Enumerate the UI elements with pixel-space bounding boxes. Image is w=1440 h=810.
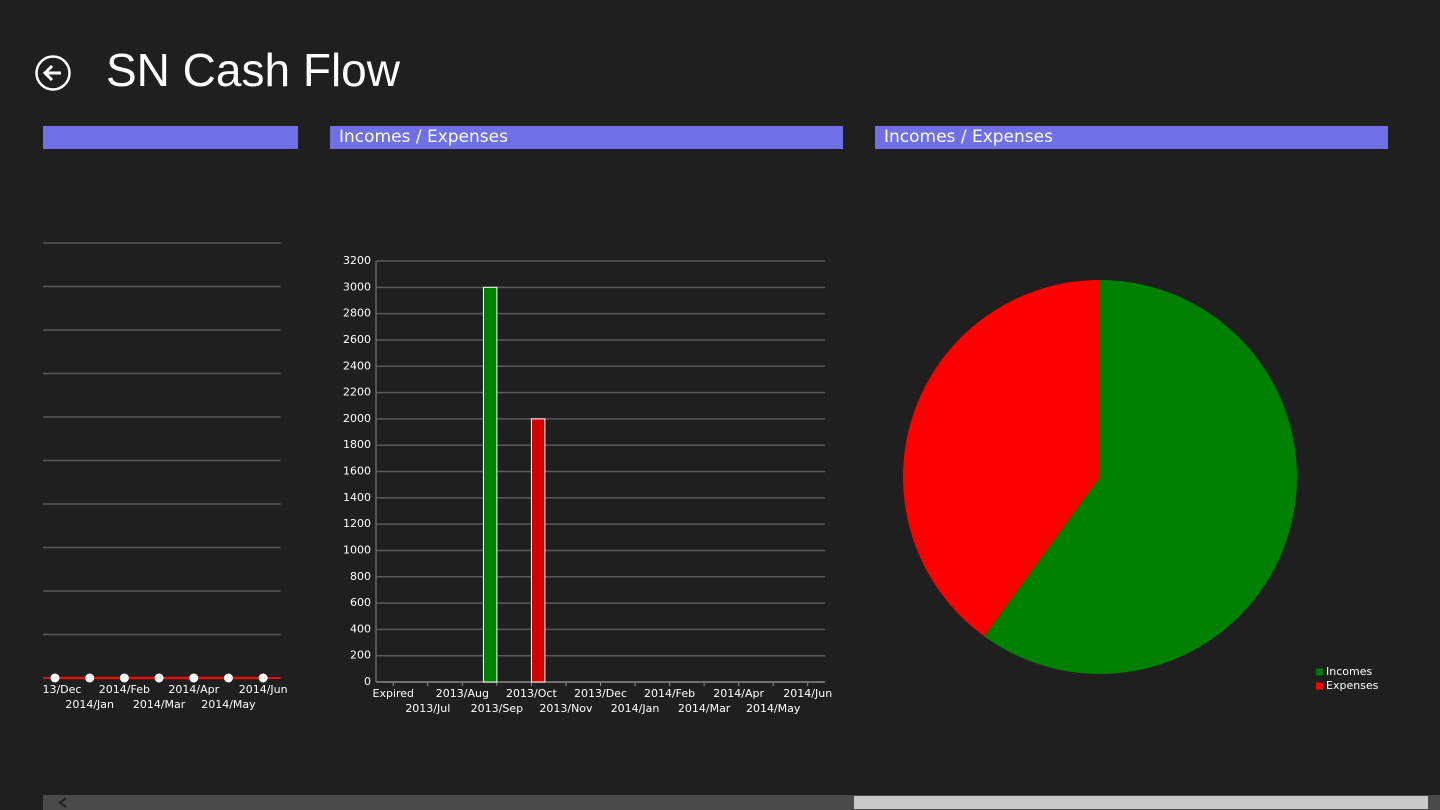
y-tick-label: 3000: [343, 280, 371, 293]
y-tick-label: 1400: [343, 491, 371, 504]
y-tick-label: 0.4: [15, 497, 33, 510]
point: [85, 673, 95, 683]
scrollbar[interactable]: [43, 795, 1440, 810]
x-tick-label: 2014/Feb: [99, 683, 150, 696]
page-title: SN Cash Flow: [106, 44, 401, 96]
panel-header: [875, 126, 1388, 149]
x-tick-label: 2014/May: [746, 702, 801, 715]
y-tick-label: 2600: [343, 333, 371, 346]
y-tick-label: 0.2: [15, 584, 33, 597]
pie-slice: [984, 280, 1297, 674]
y-tick-label: 0.9: [15, 280, 33, 293]
bar: [482, 286, 498, 683]
panel-header: [43, 126, 298, 149]
legend-label: Incomes: [1326, 665, 1372, 678]
y-tick-label: 0.1: [15, 628, 33, 641]
x-tick-label: 2013/Nov: [539, 702, 593, 715]
x-tick-label: 2014/Mar: [133, 698, 186, 711]
x-tick-label: 2014/Feb: [644, 687, 695, 700]
y-tick-label: 1200: [343, 517, 371, 530]
point: [154, 673, 164, 683]
point: [223, 673, 233, 683]
x-tick-label: 2014/May: [201, 698, 256, 711]
point: [50, 673, 60, 683]
x-tick-label: 2014/Apr: [168, 683, 219, 696]
y-tick-label: 0.3: [15, 541, 33, 554]
back-button[interactable]: [35, 55, 71, 91]
x-tick-label: 2014/Jun: [783, 687, 832, 700]
y-tick-label: 1: [26, 236, 33, 249]
chart-title: Incomes / Expenses: [339, 127, 508, 147]
y-tick-label: 0.6: [15, 410, 33, 423]
y-tick-label: 0: [26, 671, 33, 684]
x-tick-label: 2013/Dec: [574, 687, 627, 700]
y-tick-label: 2000: [343, 412, 371, 425]
x-tick-label: 2014/Apr: [713, 687, 764, 700]
y-tick-label: 1600: [343, 465, 371, 478]
point: [258, 673, 268, 683]
x-tick-label: Expired: [373, 687, 415, 700]
line-chart: 0 0.1 0.2 0.3 0.4 0.5 0.6 0.7 0.8 0.9 1 2013/Dec 201…: [15, 236, 288, 711]
legend-label: Expenses: [1326, 679, 1379, 692]
y-tick-label: 400: [350, 622, 371, 635]
x-tick-label: 2013/Aug: [436, 687, 489, 700]
y-tick-label: 200: [350, 649, 371, 662]
x-tick-label: 2014/Jun: [239, 683, 288, 696]
panel-header: [330, 126, 843, 149]
y-tick-label: 0: [364, 675, 371, 688]
y-tick-label: 2200: [343, 386, 371, 399]
y-tick-label: 2400: [343, 359, 371, 372]
x-tick-label: 2013/Oct: [506, 687, 557, 700]
legend-swatch: [1316, 668, 1323, 676]
y-tick-label: 3200: [343, 254, 371, 267]
y-tick-label: 1000: [343, 543, 371, 556]
x-tick-label: 2014/Jan: [611, 702, 660, 715]
x-tick-label: 2013/Sep: [471, 702, 523, 715]
y-tick-label: 0.8: [15, 323, 33, 336]
x-tick-label: 2014/Mar: [678, 702, 731, 715]
point: [189, 673, 199, 683]
bar-chart: 0 200 400 600 800 1000 1200 1400 1600 1800 2000 220…: [343, 254, 832, 715]
y-tick-label: 0.5: [15, 454, 33, 467]
chart-title: Incomes / Expenses: [884, 127, 1053, 147]
x-tick-label: 2013/Jul: [405, 702, 450, 715]
y-tick-label: 1800: [343, 438, 371, 451]
bar: [530, 418, 546, 683]
y-tick-label: 800: [350, 570, 371, 583]
point: [119, 673, 129, 683]
pie-slice: [902, 279, 1100, 637]
x-tick-label: 2014/Jan: [65, 698, 114, 711]
y-tick-label: 2800: [343, 307, 371, 320]
x-tick-label: 2013/Dec: [28, 683, 81, 696]
y-tick-label: 0.7: [15, 367, 33, 380]
y-tick-label: 600: [350, 596, 371, 609]
legend-swatch: [1316, 682, 1323, 690]
